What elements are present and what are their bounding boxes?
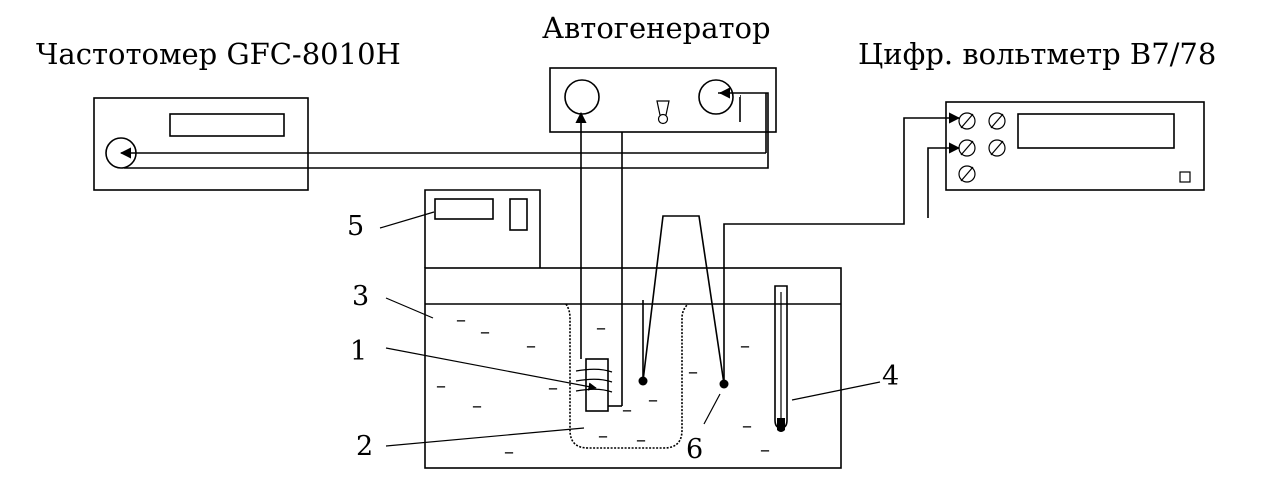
svg-text:–: – <box>740 333 750 357</box>
label-3: 3 <box>352 281 369 312</box>
svg-text:–: – <box>622 397 632 421</box>
thermometer-bulb <box>777 418 785 432</box>
label-6: 6 <box>686 434 703 465</box>
frequency-meter-title: Частотомер GFC-8010H <box>36 37 401 71</box>
svg-text:–: – <box>636 427 646 451</box>
svg-text:–: – <box>596 315 606 339</box>
svg-text:–: – <box>526 333 536 357</box>
svg-text:–: – <box>760 437 770 461</box>
svg-text:–: – <box>548 375 558 399</box>
voltmeter-title: Цифр. вольтметр B7/78 <box>858 37 1216 71</box>
svg-text:–: – <box>480 319 490 343</box>
svg-text:–: – <box>742 413 752 437</box>
inner-vessel <box>565 303 689 449</box>
svg-text:–: – <box>688 359 698 383</box>
wiring <box>119 87 961 407</box>
frequency-meter-display <box>169 113 285 137</box>
oscillator-right-jack <box>698 79 734 115</box>
svg-text:–: – <box>504 439 514 463</box>
svg-text:–: – <box>472 393 482 417</box>
thermostat-indicator <box>509 198 528 231</box>
label-2: 2 <box>356 431 373 462</box>
svg-text:–: – <box>436 373 446 397</box>
generator-title: Автогенератор <box>542 11 771 45</box>
oscillator-switch-icon <box>656 100 670 125</box>
thermostat-display <box>434 198 494 220</box>
svg-text:–: – <box>598 423 608 447</box>
label-4: 4 <box>882 361 899 392</box>
voltmeter-button <box>1179 171 1191 183</box>
voltmeter <box>945 101 1205 191</box>
voltmeter-display <box>1017 113 1175 149</box>
leader-lines <box>379 211 881 447</box>
thermostat-control-unit <box>424 189 541 268</box>
svg-text:–: – <box>456 307 466 331</box>
thermocouple <box>638 215 729 389</box>
svg-text:–: – <box>648 387 658 411</box>
label-5: 5 <box>347 211 364 242</box>
thermostat-bath <box>424 267 842 469</box>
voltmeter-terminals <box>958 112 1006 183</box>
oscillator <box>549 67 777 133</box>
frequency-meter <box>93 97 309 191</box>
liquid-marks: – – – – – – – – – – – – – – – – <box>436 307 770 463</box>
oscillator-left-jack <box>564 79 600 115</box>
label-1: 1 <box>350 336 367 367</box>
thermometer <box>774 285 788 432</box>
